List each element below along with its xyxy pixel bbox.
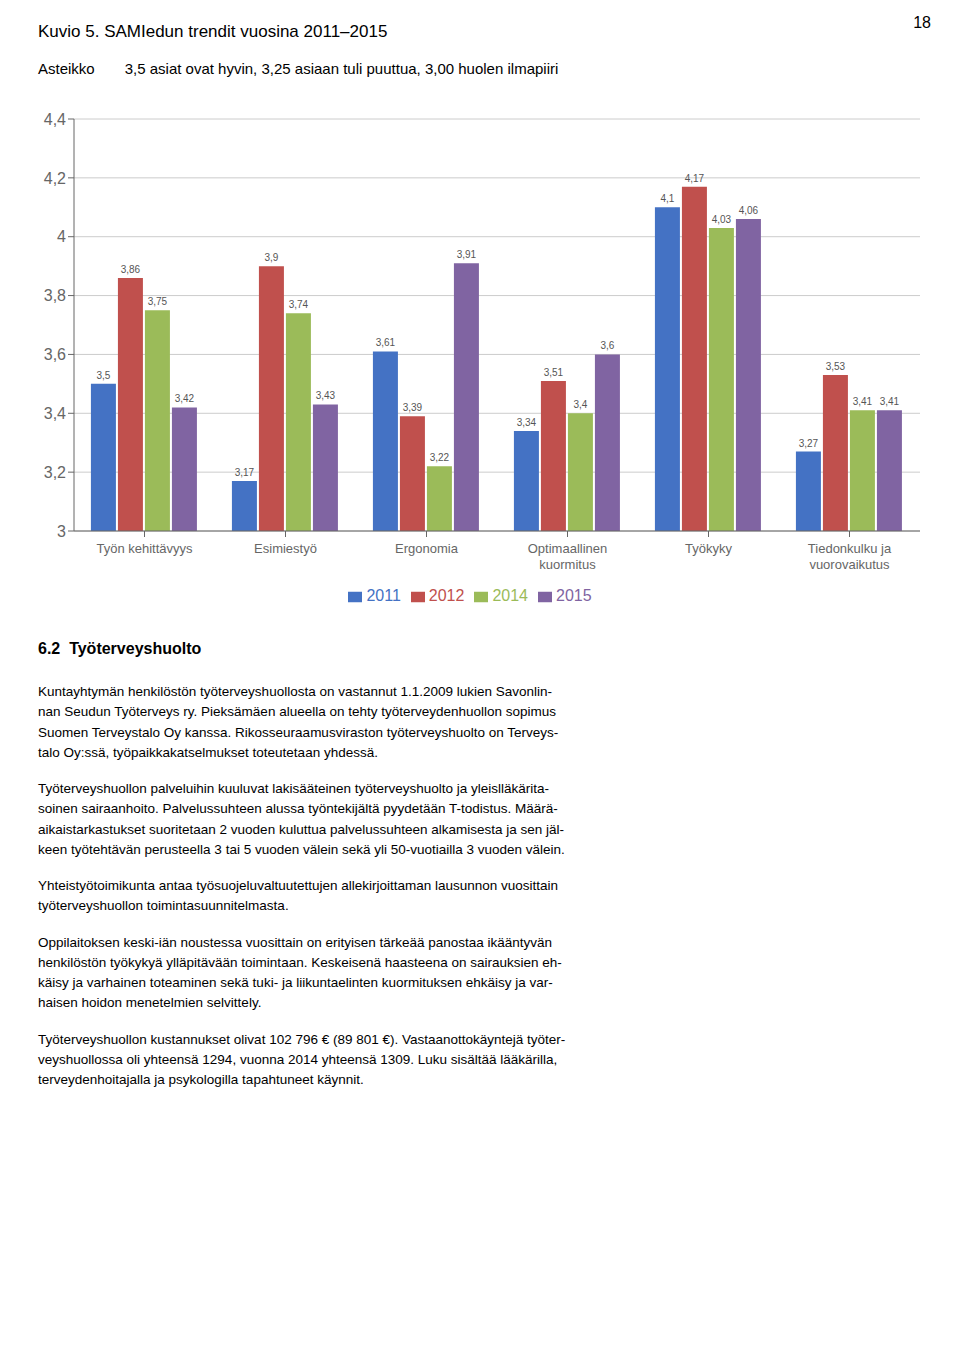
svg-text:3,41: 3,41 bbox=[853, 396, 873, 407]
html-text:2014: 2014 bbox=[492, 587, 528, 604]
svg-text:4,03: 4,03 bbox=[712, 214, 732, 225]
svg-text:3,2: 3,2 bbox=[44, 464, 66, 481]
svg-text:3,17: 3,17 bbox=[235, 467, 255, 478]
svg-text:3,6: 3,6 bbox=[600, 340, 614, 351]
html-text:Työterveyshuollon kustannukset: Työterveyshuollon kustannukset olivat 10… bbox=[38, 1031, 566, 1087]
svg-text:4,1: 4,1 bbox=[660, 193, 674, 204]
svg-text:3,6: 3,6 bbox=[44, 346, 66, 363]
svg-text:3,8: 3,8 bbox=[44, 287, 66, 304]
svg-text:3,51: 3,51 bbox=[544, 367, 564, 378]
svg-text:3,22: 3,22 bbox=[430, 452, 450, 463]
html-text:2012: 2012 bbox=[428, 587, 465, 604]
html-text:2011: 2011 bbox=[366, 587, 401, 604]
svg-text:3,53: 3,53 bbox=[826, 361, 846, 372]
svg-text:3: 3 bbox=[57, 523, 66, 540]
html-text:Asteikko: Asteikko bbox=[38, 60, 95, 77]
svg-text:Esimiestyö: Esimiestyö bbox=[254, 541, 317, 556]
svg-text:3,34: 3,34 bbox=[517, 417, 537, 428]
svg-text:4,17: 4,17 bbox=[685, 173, 705, 184]
svg-text:3,42: 3,42 bbox=[175, 393, 195, 404]
html-text:Oppilaitoksen keski-iän nouste: Oppilaitoksen keski-iän noustessa vuosit… bbox=[38, 934, 562, 1011]
html-text:2015: 2015 bbox=[556, 587, 592, 604]
svg-text:Ergonomia: Ergonomia bbox=[395, 541, 459, 556]
html-text:6.2 Työterveyshuolto: 6.2 Työterveyshuolto bbox=[38, 640, 202, 657]
svg-text:3,61: 3,61 bbox=[376, 337, 396, 348]
svg-text:Työkyky: Työkyky bbox=[685, 541, 732, 556]
svg-text:3,4: 3,4 bbox=[44, 405, 66, 422]
svg-text:3,41: 3,41 bbox=[880, 396, 900, 407]
svg-text:3,86: 3,86 bbox=[121, 264, 141, 275]
svg-text:4: 4 bbox=[57, 228, 66, 245]
html-text:Kuntayhtymän henkilöstön työte: Kuntayhtymän henkilöstön työterveyshuoll… bbox=[38, 684, 559, 760]
html-text:Kuvio 5. SAMIedun trendit vuos: Kuvio 5. SAMIedun trendit vuosina 2011–2… bbox=[38, 22, 388, 41]
svg-text:Optimaallinenkuormitus: Optimaallinenkuormitus bbox=[528, 541, 608, 572]
svg-text:3,43: 3,43 bbox=[316, 390, 336, 401]
svg-text:3,75: 3,75 bbox=[148, 296, 168, 307]
svg-text:3,91: 3,91 bbox=[457, 249, 477, 260]
svg-text:3,9: 3,9 bbox=[264, 252, 278, 263]
html-text:Työterveyshuollon palveluihin: Työterveyshuollon palveluihin kuuluvat l… bbox=[38, 781, 565, 857]
html-text:3,5 asiat ovat hyvin, 3,25 asi: 3,5 asiat ovat hyvin, 3,25 asiaan tuli p… bbox=[124, 60, 559, 77]
svg-text:3,27: 3,27 bbox=[799, 438, 819, 449]
svg-text:Tiedonkulku javuorovaikutus: Tiedonkulku javuorovaikutus bbox=[808, 541, 892, 572]
svg-text:3,4: 3,4 bbox=[573, 399, 587, 410]
svg-text:4,06: 4,06 bbox=[739, 205, 759, 216]
svg-text:3,74: 3,74 bbox=[289, 299, 309, 310]
svg-text:Työn kehittävyys: Työn kehittävyys bbox=[96, 541, 193, 556]
svg-text:3,39: 3,39 bbox=[403, 402, 423, 413]
html-text:Yhteistyötoimikunta antaa työs: Yhteistyötoimikunta antaa työsuojeluvalt… bbox=[38, 878, 559, 914]
svg-text:4,2: 4,2 bbox=[44, 170, 66, 187]
svg-text:3,5: 3,5 bbox=[96, 370, 110, 381]
svg-text:4,4: 4,4 bbox=[44, 111, 66, 128]
html-text:18: 18 bbox=[913, 14, 931, 31]
